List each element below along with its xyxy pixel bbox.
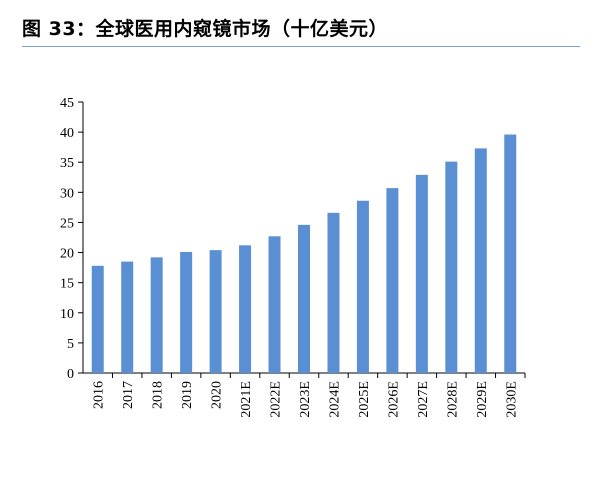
x-tick-label: 2020 <box>210 381 225 409</box>
x-tick-label: 2023E <box>298 381 313 418</box>
y-tick-label: 10 <box>60 307 74 322</box>
bar-2029E <box>474 148 487 373</box>
x-tick-label: 2027E <box>416 381 431 418</box>
y-tick-label: 25 <box>60 216 74 231</box>
bar-2030E <box>504 134 517 373</box>
bar-2024E <box>327 212 340 373</box>
x-tick-label: 2030E <box>504 381 519 418</box>
x-tick-label: 2019 <box>180 381 195 409</box>
y-tick-label: 40 <box>60 126 74 141</box>
y-tick-label: 45 <box>60 96 74 111</box>
x-tick-label: 2025E <box>357 381 372 418</box>
bar-2022E <box>268 236 281 373</box>
x-tick-label: 2021E <box>239 381 254 418</box>
x-tick-label: 2016 <box>92 381 107 409</box>
bar-2027E <box>415 174 428 373</box>
bar-2028E <box>445 161 458 373</box>
bar-2020 <box>209 250 222 373</box>
bar-2023E <box>298 224 310 373</box>
x-tick-label: 2029E <box>475 381 490 418</box>
bar-2016 <box>91 265 104 373</box>
y-tick-label: 15 <box>60 277 74 292</box>
chart-labels: 0 5 10 15 20 25 30 35 40 45 2016 2017 2018 2019 2020 20… <box>60 96 519 418</box>
chart-bars <box>91 134 517 373</box>
title-divider <box>22 46 580 47</box>
bar-2025E <box>356 200 369 373</box>
y-tick-label: 30 <box>60 186 74 201</box>
bar-2017 <box>121 261 134 373</box>
y-tick-label: 20 <box>60 247 74 262</box>
y-tick-label: 35 <box>60 156 74 171</box>
bar-2019 <box>180 251 193 373</box>
y-tick-label: 0 <box>67 367 74 382</box>
y-tick-label: 5 <box>67 337 74 352</box>
x-tick-label: 2017 <box>121 381 136 409</box>
x-tick-label: 2026E <box>386 381 401 418</box>
figure-title: 图 33：全球医用内窥镜市场（十亿美元） <box>22 18 389 40</box>
x-tick-label: 2024E <box>327 381 342 418</box>
bar-2026E <box>386 188 399 373</box>
bar-2021E <box>239 245 252 373</box>
x-tick-label: 2022E <box>269 381 284 418</box>
x-tick-label: 2028E <box>445 381 460 418</box>
bar-2018 <box>150 257 163 373</box>
x-tick-label: 2018 <box>151 381 166 409</box>
